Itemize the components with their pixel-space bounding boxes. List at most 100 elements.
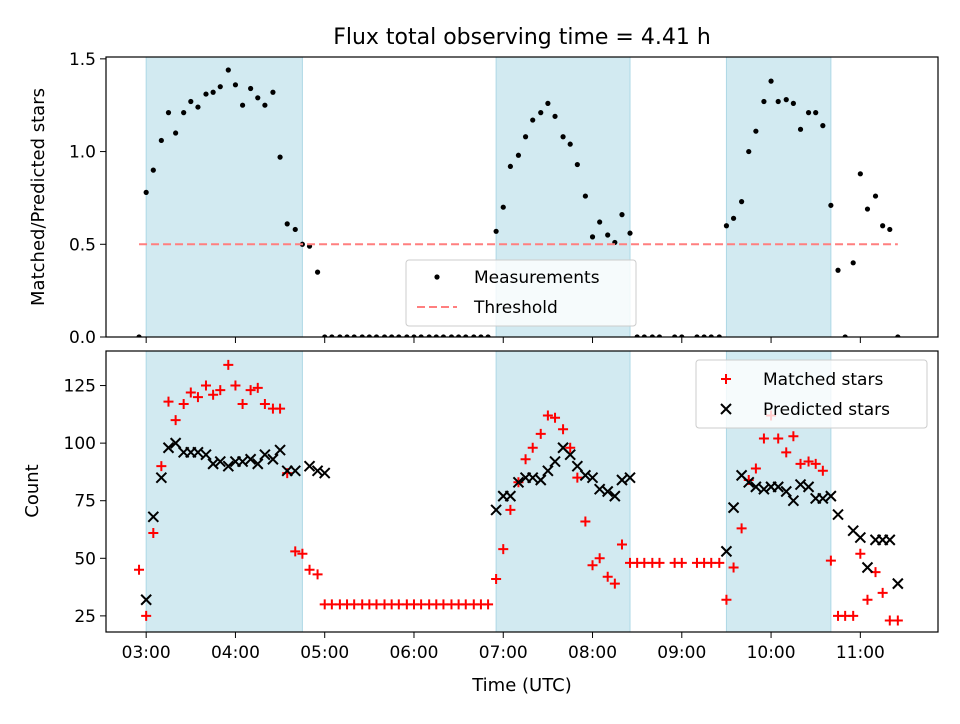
threshold-legend-label: Threshold — [473, 298, 558, 318]
measurement-point — [857, 171, 863, 177]
x-tick-label: 08:00 — [568, 643, 617, 663]
measurement-point — [708, 334, 714, 337]
matched-stars-point — [803, 456, 814, 467]
measurements-legend-marker — [434, 274, 440, 280]
measurement-point — [396, 334, 402, 337]
bottom-y-tick-label: 100 — [64, 434, 96, 454]
bottom-legend: Matched stars Predicted stars — [695, 359, 928, 429]
measurement-point — [605, 232, 611, 238]
predicted-stars-point — [289, 465, 301, 477]
matched-stars-point — [163, 396, 174, 407]
predicted-stars-point — [750, 481, 762, 493]
matched-stars-point — [498, 544, 509, 555]
matched-stars-point — [215, 385, 226, 396]
bottom-axes-frame — [105, 350, 939, 633]
measurement-point — [136, 334, 142, 337]
matched-stars-point — [580, 516, 591, 527]
matched-stars-point — [259, 398, 270, 409]
measurement-point — [813, 110, 819, 116]
measurement-point — [679, 334, 685, 337]
measurement-point — [165, 110, 172, 116]
predicted-stars-point — [579, 469, 592, 482]
matched-stars-point — [773, 433, 784, 444]
predicted-stars-point — [200, 448, 212, 461]
measurement-point — [366, 334, 372, 337]
measurement-point — [239, 102, 246, 108]
measurement-point — [426, 334, 432, 337]
measurement-point — [768, 78, 774, 84]
matched-stars-point — [304, 564, 315, 575]
matched-stars-point — [134, 564, 145, 575]
measurement-point — [783, 97, 789, 103]
predicted-stars-point — [720, 545, 733, 558]
matched-stars-point — [788, 431, 799, 442]
matched-stars-point — [208, 389, 219, 400]
measurement-point — [232, 82, 239, 88]
top-legend: Measurements Threshold — [405, 259, 637, 327]
measurement-point — [463, 334, 469, 337]
measurement-point — [158, 137, 164, 144]
matched-stars-point — [275, 403, 286, 414]
predicted-stars-point — [586, 471, 599, 484]
predicted-stars-point — [207, 458, 219, 470]
matched-stars-point — [676, 557, 687, 568]
matched-stars-point — [245, 385, 256, 396]
bottom-plot-area — [134, 351, 904, 632]
measurements-legend-label: Measurements — [474, 268, 600, 288]
measurement-point — [567, 141, 573, 147]
predicted-stars-point — [616, 474, 628, 486]
bottom-shaded-interval — [145, 351, 303, 632]
matched-stars-point — [312, 569, 323, 580]
top-y-tick-label: 1.0 — [69, 143, 96, 163]
predicted-stars-legend-label: Predicted stars — [763, 400, 890, 420]
measurement-point — [775, 98, 781, 105]
x-tick-label: 05:00 — [300, 643, 349, 663]
predicted-stars-point — [758, 483, 770, 495]
measurement-point — [173, 130, 179, 136]
top-y-tick-label: 0.5 — [69, 235, 96, 255]
measurement-point — [627, 230, 633, 236]
x-tick-label: 10:00 — [747, 643, 796, 663]
matched-stars-point — [542, 410, 553, 421]
predicted-stars-point — [593, 483, 606, 495]
measurement-point — [433, 334, 439, 337]
predicted-stars-point — [512, 476, 525, 488]
predicted-stars-point — [259, 448, 271, 461]
measurement-point — [619, 212, 625, 218]
x-tick-label: 03:00 — [122, 643, 171, 663]
predicted-stars-point — [832, 508, 844, 521]
predicted-stars-point — [825, 490, 837, 502]
matched-stars-point — [594, 553, 605, 564]
measurement-point — [895, 334, 901, 337]
matched-stars-point — [750, 463, 761, 474]
matched-stars-point — [535, 428, 546, 439]
bottom-y-axis-label: Count — [22, 464, 43, 517]
measurement-point — [359, 334, 365, 337]
predicted-stars-point — [794, 478, 807, 491]
x-tick-label: 06:00 — [389, 643, 438, 663]
top-axes-frame — [105, 56, 939, 338]
measurement-point — [195, 104, 201, 110]
measurement-point — [284, 221, 290, 227]
matched-stars-point — [602, 571, 613, 582]
measurement-point — [880, 223, 886, 229]
matched-stars-point — [609, 578, 620, 589]
measurement-point — [203, 91, 209, 97]
predicted-stars-point — [854, 531, 867, 544]
matched-stars-point — [527, 442, 538, 453]
measurement-point — [292, 226, 298, 233]
x-axis-label: Time (UTC) — [471, 675, 572, 696]
measurement-point — [746, 148, 752, 155]
matched-stars-point — [736, 523, 747, 534]
matched-stars-point — [148, 527, 159, 538]
top-legend-box — [405, 259, 637, 327]
measurement-point — [277, 154, 283, 160]
x-tick-label: 04:00 — [211, 643, 260, 663]
predicted-stars-point — [214, 455, 226, 468]
predicted-stars-point — [274, 444, 286, 456]
x-tick-label: 07:00 — [479, 643, 528, 663]
matched-stars-point — [483, 599, 494, 610]
predicted-stars-point — [780, 485, 792, 498]
matched-stars-point — [848, 610, 859, 621]
